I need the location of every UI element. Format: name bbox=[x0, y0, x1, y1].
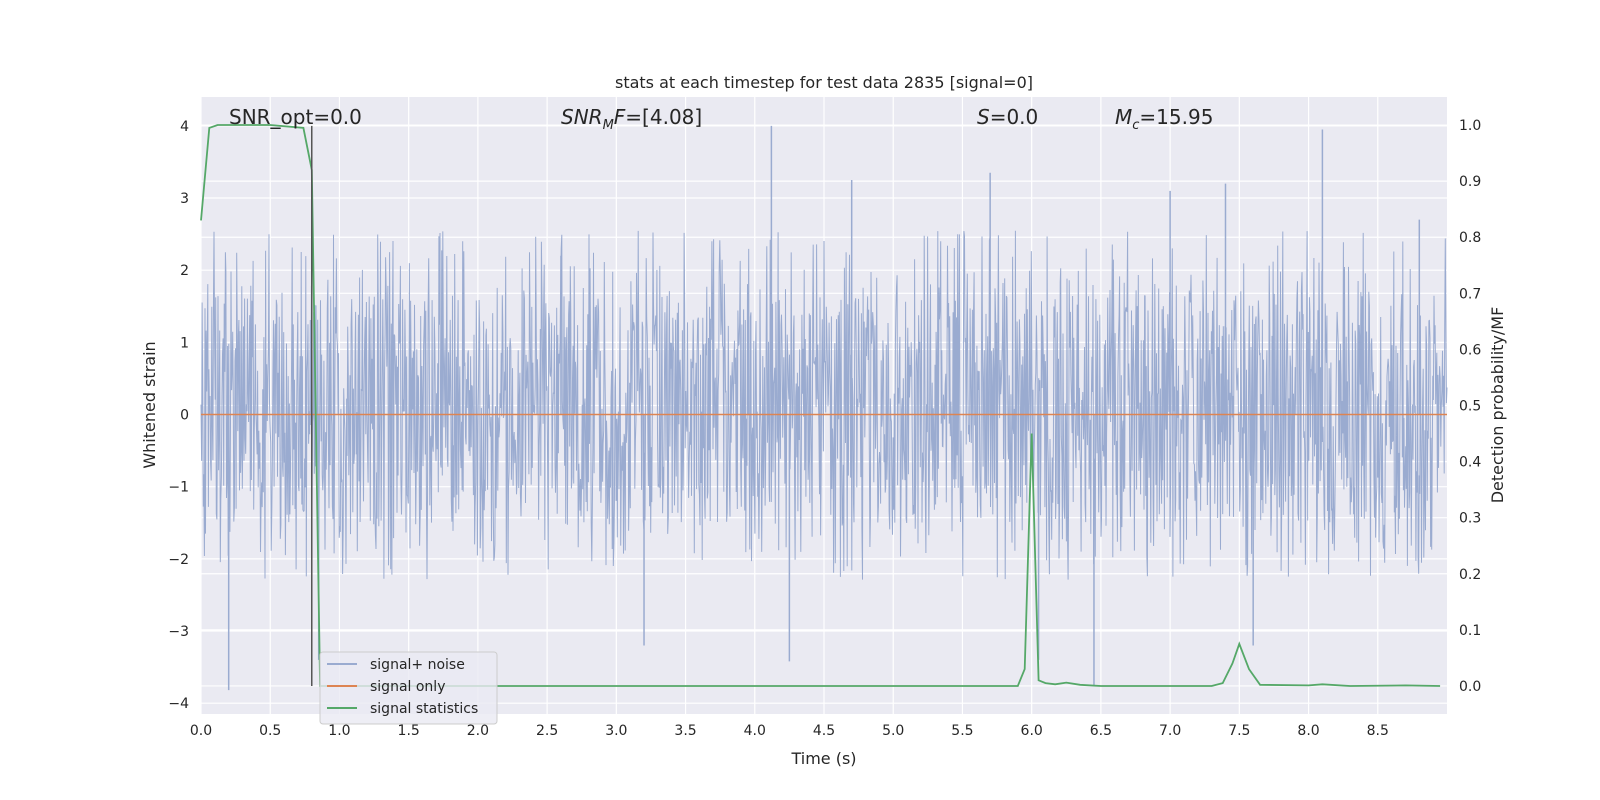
x-tick-label: 8.5 bbox=[1367, 723, 1389, 739]
x-tick-label: 4.0 bbox=[744, 723, 766, 739]
s-annotation: S=0.0 bbox=[977, 105, 1038, 129]
x-tick-label: 7.5 bbox=[1228, 723, 1250, 739]
x-tick-label: 4.5 bbox=[813, 723, 835, 739]
snr-mf-annotation: SNRMF=[4.08] bbox=[561, 105, 702, 133]
y-left-tick-label: 4 bbox=[180, 119, 189, 135]
mc-annotation: Mc=15.95 bbox=[1115, 105, 1213, 133]
x-tick-label: 0.5 bbox=[259, 723, 281, 739]
x-tick-label: 2.0 bbox=[467, 723, 489, 739]
y-right-axis-label: Detection probability/MF bbox=[1488, 307, 1507, 504]
y-right-tick-label: 0.6 bbox=[1459, 342, 1481, 358]
x-tick-label: 6.5 bbox=[1090, 723, 1112, 739]
snr-opt-annotation: SNR_opt=0.0 bbox=[229, 105, 362, 129]
x-tick-label: 0.0 bbox=[190, 723, 212, 739]
legend-label-signal-statistics: signal statistics bbox=[370, 701, 478, 717]
x-tick-label: 2.5 bbox=[536, 723, 558, 739]
x-tick-label: 5.5 bbox=[951, 723, 973, 739]
legend-box bbox=[319, 651, 498, 725]
signal-statistics-trace bbox=[200, 124, 1441, 687]
y-right-tick-label: 0.8 bbox=[1459, 230, 1481, 246]
y-left-tick-label: −4 bbox=[168, 696, 189, 712]
legend: signal+ noise signal only signal statist… bbox=[319, 651, 498, 725]
signal-noise-line bbox=[200, 230, 1448, 580]
y-right-tick-label: 0.7 bbox=[1459, 286, 1481, 302]
y-left-tick-label: 1 bbox=[180, 335, 189, 351]
chart-title: stats at each timestep for test data 283… bbox=[615, 73, 1033, 92]
y-right-tick-label: 1.0 bbox=[1459, 118, 1481, 134]
x-tick-labels: 0.0 0.5 1.0 1.5 2.0 2.5 3.0 3.5 4.0 4.5 5.0 5.5 6.0 6… bbox=[190, 723, 1389, 739]
x-tick-label: 1.0 bbox=[328, 723, 350, 739]
y-right-tick-label: 0.3 bbox=[1459, 511, 1481, 527]
y-left-tick-label: 2 bbox=[180, 263, 189, 279]
x-tick-label: 8.0 bbox=[1297, 723, 1319, 739]
x-axis-label: Time (s) bbox=[790, 749, 856, 768]
y-right-tick-label: 0.9 bbox=[1459, 174, 1481, 190]
y-left-tick-label: 0 bbox=[180, 408, 189, 424]
signal-statistics-line bbox=[200, 124, 1441, 687]
y-left-tick-labels: 4 3 2 1 0 −1 −2 −3 −4 bbox=[168, 119, 189, 712]
y-right-tick-label: 0.5 bbox=[1459, 399, 1481, 415]
y-right-tick-label: 0.4 bbox=[1459, 455, 1481, 471]
y-left-tick-label: 3 bbox=[180, 191, 189, 207]
x-tick-label: 5.0 bbox=[882, 723, 904, 739]
y-right-tick-label: 0.0 bbox=[1459, 679, 1481, 695]
y-right-tick-label: 0.2 bbox=[1459, 567, 1481, 583]
y-right-tick-label: 0.1 bbox=[1459, 623, 1481, 639]
legend-label-signal-only: signal only bbox=[370, 679, 445, 695]
x-tick-label: 1.5 bbox=[398, 723, 420, 739]
y-left-tick-label: −1 bbox=[168, 480, 189, 496]
y-right-tick-labels: 1.0 0.9 0.8 0.7 0.6 0.5 0.4 0.3 0.2 0.1 0.0 bbox=[1459, 118, 1481, 695]
x-tick-label: 6.0 bbox=[1021, 723, 1043, 739]
x-tick-label: 3.0 bbox=[605, 723, 627, 739]
y-left-tick-label: −3 bbox=[168, 624, 189, 640]
y-left-tick-label: −2 bbox=[168, 552, 189, 568]
x-tick-label: 7.0 bbox=[1159, 723, 1181, 739]
legend-label-signal-noise: signal+ noise bbox=[370, 657, 465, 673]
y-left-axis-label: Whitened strain bbox=[140, 341, 159, 468]
x-tick-label: 3.5 bbox=[674, 723, 696, 739]
